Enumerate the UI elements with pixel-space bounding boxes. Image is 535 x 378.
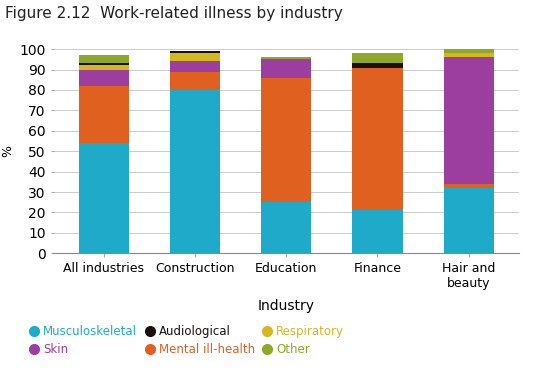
- Bar: [170, 61, 220, 71]
- X-axis label: Industry: Industry: [258, 299, 315, 313]
- Bar: [79, 55, 129, 64]
- Bar: [79, 65, 129, 70]
- Bar: [353, 64, 403, 68]
- Bar: [79, 86, 129, 143]
- Bar: [444, 53, 494, 57]
- Bar: [444, 57, 494, 184]
- Y-axis label: %: %: [1, 145, 14, 157]
- Bar: [170, 71, 220, 90]
- Bar: [79, 64, 129, 65]
- Bar: [444, 188, 494, 253]
- Bar: [444, 49, 494, 53]
- Text: Figure 2.12  Work-related illness by industry: Figure 2.12 Work-related illness by indu…: [5, 6, 343, 21]
- Bar: [353, 53, 403, 64]
- Bar: [261, 78, 311, 202]
- Bar: [79, 70, 129, 86]
- Legend: Musculoskeletal, Skin, Audiological, Mental ill-health, Respiratory, Other: Musculoskeletal, Skin, Audiological, Men…: [27, 321, 349, 361]
- Bar: [444, 184, 494, 188]
- Bar: [170, 90, 220, 253]
- Bar: [170, 53, 220, 61]
- Bar: [261, 57, 311, 59]
- Bar: [261, 202, 311, 253]
- Bar: [170, 51, 220, 53]
- Bar: [79, 143, 129, 253]
- Bar: [261, 59, 311, 78]
- Bar: [353, 211, 403, 253]
- Bar: [353, 68, 403, 211]
